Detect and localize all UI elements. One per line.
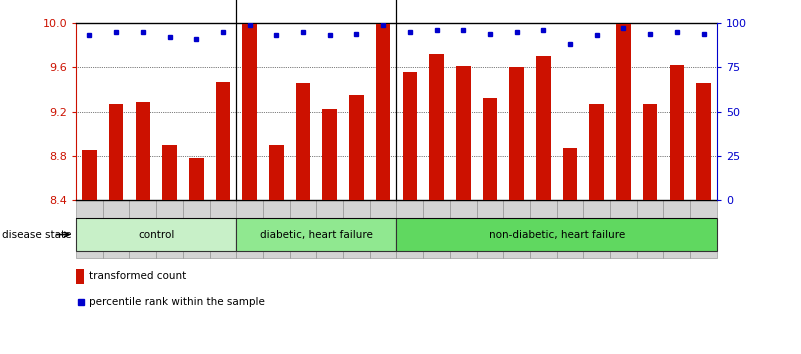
FancyBboxPatch shape (663, 200, 690, 258)
FancyBboxPatch shape (290, 200, 316, 258)
Bar (482, 98, 497, 200)
Bar (376, 24, 390, 200)
FancyBboxPatch shape (316, 200, 343, 258)
Bar (402, 72, 417, 200)
Bar (322, 109, 337, 200)
Bar (109, 104, 123, 200)
FancyBboxPatch shape (76, 200, 103, 258)
Bar (590, 104, 604, 200)
FancyBboxPatch shape (583, 200, 610, 258)
FancyBboxPatch shape (263, 200, 290, 258)
FancyBboxPatch shape (450, 200, 477, 258)
FancyBboxPatch shape (76, 218, 236, 251)
Bar (135, 102, 151, 200)
FancyBboxPatch shape (103, 200, 130, 258)
Bar (642, 104, 658, 200)
FancyBboxPatch shape (557, 200, 583, 258)
FancyBboxPatch shape (530, 200, 557, 258)
Bar (616, 24, 631, 200)
Text: disease state: disease state (2, 229, 71, 240)
FancyBboxPatch shape (370, 200, 396, 258)
FancyBboxPatch shape (610, 200, 637, 258)
FancyBboxPatch shape (396, 200, 423, 258)
FancyBboxPatch shape (503, 200, 530, 258)
FancyBboxPatch shape (236, 200, 263, 258)
Text: control: control (138, 229, 175, 240)
Bar (82, 150, 97, 200)
Bar (536, 56, 551, 200)
FancyBboxPatch shape (477, 200, 503, 258)
Bar (76, 269, 84, 284)
Bar (429, 54, 444, 200)
Text: non-diabetic, heart failure: non-diabetic, heart failure (489, 229, 625, 240)
Bar (456, 66, 470, 200)
FancyBboxPatch shape (423, 200, 450, 258)
FancyBboxPatch shape (156, 200, 183, 258)
FancyBboxPatch shape (183, 200, 210, 258)
Bar (189, 158, 203, 200)
FancyBboxPatch shape (130, 200, 156, 258)
Text: transformed count: transformed count (89, 272, 186, 281)
Bar (696, 83, 711, 200)
Bar (509, 67, 524, 200)
Bar (296, 83, 311, 200)
Bar (349, 95, 364, 200)
Text: percentile rank within the sample: percentile rank within the sample (89, 297, 265, 307)
Bar (242, 24, 257, 200)
FancyBboxPatch shape (210, 200, 236, 258)
Bar (562, 148, 578, 200)
Bar (162, 145, 177, 200)
FancyBboxPatch shape (396, 218, 717, 251)
FancyBboxPatch shape (690, 200, 717, 258)
FancyBboxPatch shape (637, 200, 663, 258)
Bar (215, 82, 231, 200)
Text: diabetic, heart failure: diabetic, heart failure (260, 229, 372, 240)
FancyBboxPatch shape (236, 218, 396, 251)
Bar (269, 145, 284, 200)
FancyBboxPatch shape (343, 200, 370, 258)
Bar (670, 65, 684, 200)
